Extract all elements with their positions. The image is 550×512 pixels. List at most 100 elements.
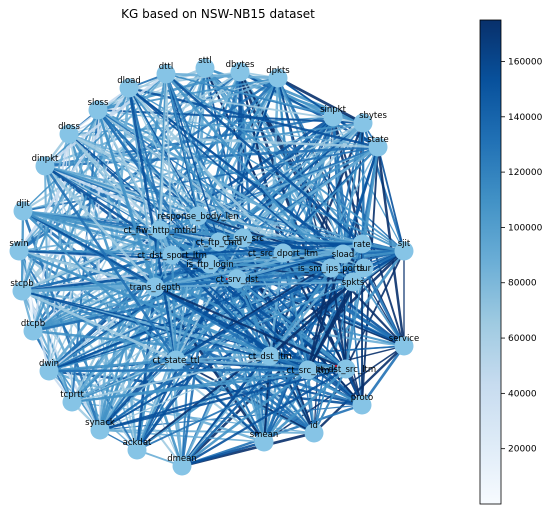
colorbar-tick-label: 100000 (508, 223, 543, 233)
node-ct-state-ttl (166, 350, 186, 370)
node-label-dpkts: dpkts (266, 66, 290, 76)
graph-edge (154, 280, 354, 289)
graph-edge (97, 109, 177, 361)
node-label-sloss: sloss (88, 98, 109, 108)
node-label-ct-flw-http-mthd: ct_flw_http_mthd (124, 226, 197, 236)
node-label-swin: swin (9, 239, 28, 249)
graph-edge (180, 263, 212, 467)
node-ct-srv-dst (227, 269, 247, 289)
node-trans-depth (145, 277, 165, 297)
node-label-ct-state-ttl: ct_state_ttl (152, 356, 199, 366)
graph-edge (44, 165, 156, 288)
graph-edge (165, 73, 363, 245)
graph-edge (181, 368, 347, 467)
node-ct-src-dport-ltm (273, 243, 293, 263)
graph-edge (159, 229, 363, 245)
node-sjit (394, 241, 414, 261)
graph-nodes (9, 58, 414, 476)
node-dtcpb (23, 321, 43, 341)
graph-edge (313, 368, 347, 434)
graph-edge (17, 250, 51, 372)
node-label-id: id (310, 421, 318, 431)
graph-edge (154, 237, 244, 288)
graph-edge (99, 367, 347, 432)
graph-edge (22, 210, 177, 361)
node-ct-flw-http-mthd (150, 220, 170, 240)
graph-edge (136, 369, 309, 451)
graph-edge (154, 73, 167, 288)
knowledge-graph: sttl dbytes dpkts sinpkt sbytes state sjit serv… (9, 56, 419, 476)
graph-edge (21, 285, 156, 293)
graph-edge (180, 252, 285, 467)
node-label-sbytes: sbytes (359, 111, 387, 121)
graph-edge (171, 242, 363, 257)
graph-edge (165, 73, 173, 256)
graph-edge (306, 267, 333, 371)
node-label-dur: dur (357, 264, 372, 274)
colorbar-tick-label: 60000 (508, 334, 537, 344)
node-dur (354, 258, 374, 278)
node-dttl (156, 64, 176, 84)
node-label-stcpb: stcpb (10, 279, 33, 289)
graph-edge (99, 369, 309, 431)
node-label-djit: djit (16, 199, 30, 209)
node-label-dmean: dmean (167, 454, 197, 464)
node-response-body-len (188, 206, 208, 226)
node-sloss (88, 100, 108, 120)
node-label-ct-ftp-cmd: ct_ftp_cmd (196, 238, 242, 248)
node-label-ct-srv-dst: ct_srv_dst (216, 275, 259, 285)
graph-edge (165, 73, 405, 252)
graph-edge (362, 267, 406, 347)
graph-edge (360, 345, 406, 406)
graph-edge (170, 254, 178, 361)
graph-edge (32, 263, 211, 332)
graph-edge (68, 133, 199, 217)
node-swin (9, 241, 29, 261)
graph-edge (181, 355, 271, 467)
node-label-is-sm-ips-ports: is_sm_ips_ports (298, 264, 365, 274)
graph-edge (376, 146, 406, 347)
node-ct-dst-sport-ltm (162, 245, 182, 265)
graph-edge (44, 164, 363, 246)
colorbar-tick-label: 80000 (508, 279, 537, 289)
graph-edge (181, 368, 309, 468)
graph-edge (171, 254, 309, 371)
graph-edge (181, 440, 265, 468)
graph-edge (165, 73, 220, 243)
node-label-sload: sload (332, 250, 355, 260)
graph-edge (128, 87, 156, 288)
graph-edge (99, 355, 271, 431)
graph-edge (44, 164, 347, 371)
node-dwin (39, 361, 59, 381)
node-is-sm-ips-ports (321, 258, 341, 278)
node-label-dinpkt: dinpkt (32, 154, 59, 164)
node-proto (352, 395, 372, 415)
node-label-state: state (367, 135, 389, 145)
colorbar-tick-label: 20000 (508, 445, 537, 455)
node-label-ct-dst-ltm: ct_dst_ltm (248, 352, 292, 362)
node-label-proto: proto (351, 393, 373, 403)
graph-edge (282, 251, 365, 270)
graph-edge (48, 358, 177, 373)
node-label-is-ftp-login: is_ftp_login (186, 260, 234, 270)
node-dbytes (230, 62, 250, 82)
graph-edge (313, 345, 405, 434)
graph-edge (377, 146, 405, 252)
node-state (368, 137, 388, 157)
node-smean (254, 432, 274, 452)
graph-edge (342, 253, 347, 370)
node-dloss (59, 124, 79, 144)
node-label-dloss: dloss (58, 122, 80, 132)
node-label-response-body-len: response_body_len (157, 212, 238, 222)
node-label-ct-srv-src: ct_srv_src (222, 234, 264, 244)
graph-edge (43, 165, 178, 361)
node-label-tcprtt: tcprtt (60, 390, 84, 400)
graph-edge (43, 165, 51, 372)
graph-edge (18, 249, 156, 289)
node-dpkts (268, 68, 288, 88)
node-ct-dst-ltm (260, 346, 280, 366)
graph-edge (165, 72, 279, 80)
node-ackdat (127, 440, 147, 460)
node-ct-src-ltm (298, 360, 318, 380)
figure-title: KG based on NSW-NB15 dataset (121, 7, 315, 21)
